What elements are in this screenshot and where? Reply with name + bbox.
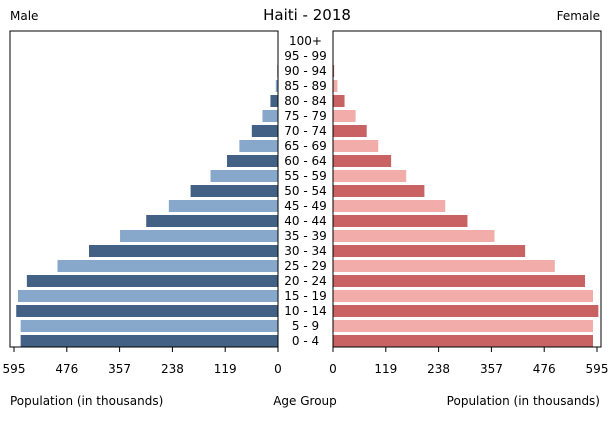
male-bar xyxy=(262,110,278,122)
female-bar xyxy=(333,140,379,152)
male-bar xyxy=(226,155,278,167)
female-bar xyxy=(333,245,526,257)
age-group-label: 55 - 59 xyxy=(284,169,327,183)
male-bar xyxy=(57,260,278,272)
male-tick-label: 476 xyxy=(55,362,78,376)
age-group-label: 40 - 44 xyxy=(284,214,327,228)
female-bar xyxy=(333,305,599,317)
age-group-label: 0 - 4 xyxy=(292,334,319,348)
age-group-label: 65 - 69 xyxy=(284,139,327,153)
male-bar xyxy=(20,335,279,347)
male-tick-label: 357 xyxy=(108,362,131,376)
female-tick-label: 0 xyxy=(329,362,337,376)
male-tick-label: 119 xyxy=(214,362,237,376)
age-group-label: 15 - 19 xyxy=(284,289,327,303)
male-tick-label: 0 xyxy=(274,362,282,376)
age-group-label: 35 - 39 xyxy=(284,229,327,243)
female-bar xyxy=(333,125,367,137)
male-bar xyxy=(120,230,278,242)
age-group-label: 90 - 94 xyxy=(284,64,327,78)
age-group-label: 75 - 79 xyxy=(284,109,327,123)
female-bar xyxy=(333,95,345,107)
age-group-label: 25 - 29 xyxy=(284,259,327,273)
bars-layer xyxy=(16,35,599,347)
male-tick-label: 238 xyxy=(161,362,184,376)
female-label: Female xyxy=(557,9,600,23)
male-bar xyxy=(251,125,278,137)
female-bar xyxy=(333,215,468,227)
age-group-label: 95 - 99 xyxy=(284,49,327,63)
male-bar xyxy=(16,305,279,317)
male-plot-frame xyxy=(9,30,279,348)
male-bar xyxy=(26,275,278,287)
x-axis-ticks: 595 476 357 238 119 0 0 119 238 357 476 595 xyxy=(3,347,609,376)
chart-title: Haiti - 2018 xyxy=(263,6,351,24)
age-group-label: 85 - 89 xyxy=(284,79,327,93)
female-bar xyxy=(333,230,495,242)
female-bar xyxy=(333,260,555,272)
age-group-label: 80 - 84 xyxy=(284,94,327,108)
age-group-label: 100+ xyxy=(289,34,322,48)
male-bar xyxy=(17,290,278,302)
male-bar xyxy=(20,320,279,332)
female-tick-label: 476 xyxy=(533,362,556,376)
female-bar xyxy=(333,110,356,122)
female-tick-label: 357 xyxy=(480,362,503,376)
male-bar xyxy=(190,185,278,197)
x-axis-label-center: Age Group xyxy=(273,394,337,408)
female-bar xyxy=(333,185,425,197)
male-bar xyxy=(210,170,278,182)
female-tick-label: 119 xyxy=(374,362,397,376)
male-tick-label: 595 xyxy=(3,362,26,376)
age-group-label: 30 - 34 xyxy=(284,244,327,258)
age-group-label: 70 - 74 xyxy=(284,124,327,138)
female-bar xyxy=(333,335,594,347)
female-bar xyxy=(333,290,594,302)
female-bar xyxy=(333,275,586,287)
age-group-label: 20 - 24 xyxy=(284,274,327,288)
male-bar xyxy=(270,95,278,107)
x-axis-label-right: Population (in thousands) xyxy=(447,394,600,408)
male-bar xyxy=(275,80,278,92)
male-bar xyxy=(88,245,279,257)
female-plot-frame xyxy=(332,30,602,348)
male-bar xyxy=(168,200,278,212)
female-tick-label: 238 xyxy=(427,362,450,376)
age-group-label: 5 - 9 xyxy=(292,319,319,333)
female-bar xyxy=(333,65,335,77)
male-bar xyxy=(146,215,278,227)
age-group-label: 50 - 54 xyxy=(284,184,327,198)
female-bar xyxy=(333,155,392,167)
female-bar xyxy=(333,200,446,212)
male-label: Male xyxy=(10,9,38,23)
age-group-label: 45 - 49 xyxy=(284,199,327,213)
age-group-label: 60 - 64 xyxy=(284,154,327,168)
age-group-label: 10 - 14 xyxy=(284,304,327,318)
female-bar xyxy=(333,170,407,182)
male-bar xyxy=(239,140,278,152)
female-bar xyxy=(333,320,594,332)
female-tick-label: 595 xyxy=(586,362,609,376)
female-bar xyxy=(333,80,338,92)
x-axis-label-left: Population (in thousands) xyxy=(10,394,163,408)
